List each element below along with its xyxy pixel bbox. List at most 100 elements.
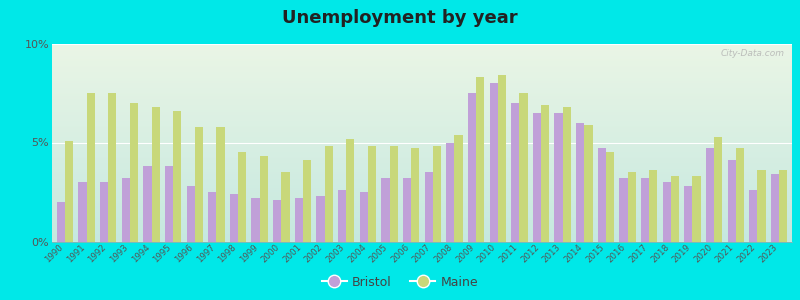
Bar xyxy=(52,48,792,50)
Bar xyxy=(52,69,792,70)
Bar xyxy=(476,77,484,242)
Bar xyxy=(52,190,792,191)
Bar xyxy=(52,213,792,214)
Bar xyxy=(52,124,792,125)
Bar xyxy=(52,97,792,98)
Bar xyxy=(52,93,792,94)
Bar xyxy=(52,44,792,46)
Bar xyxy=(562,107,571,242)
Bar xyxy=(65,140,74,242)
Bar xyxy=(52,118,792,119)
Bar xyxy=(52,109,792,110)
Bar xyxy=(52,207,792,208)
Bar xyxy=(52,117,792,118)
Bar xyxy=(52,152,792,153)
Bar xyxy=(368,146,376,242)
Bar xyxy=(52,127,792,128)
Bar xyxy=(770,174,779,242)
Bar xyxy=(52,208,792,209)
Bar xyxy=(52,165,792,166)
Bar xyxy=(52,85,792,86)
Bar xyxy=(52,236,792,238)
Bar xyxy=(52,79,792,80)
Bar xyxy=(52,201,792,202)
Bar xyxy=(52,135,792,136)
Text: Unemployment by year: Unemployment by year xyxy=(282,9,518,27)
Bar xyxy=(727,160,736,242)
Bar xyxy=(52,51,792,52)
Bar xyxy=(52,205,792,206)
Bar xyxy=(52,179,792,180)
Bar xyxy=(52,171,792,172)
Bar xyxy=(52,211,792,212)
Bar xyxy=(52,185,792,186)
Bar xyxy=(52,230,792,231)
Bar xyxy=(52,157,792,158)
Bar xyxy=(52,225,792,226)
Bar xyxy=(52,108,792,109)
Bar xyxy=(749,190,758,242)
Bar xyxy=(52,101,792,102)
Bar xyxy=(52,66,792,67)
Bar xyxy=(52,122,792,123)
Bar xyxy=(52,121,792,122)
Bar xyxy=(576,123,584,242)
Bar xyxy=(641,178,649,242)
Bar xyxy=(52,143,792,145)
Bar xyxy=(554,113,562,242)
Bar xyxy=(52,81,792,82)
Bar xyxy=(541,105,550,242)
Bar xyxy=(52,172,792,173)
Bar xyxy=(52,174,792,175)
Bar xyxy=(52,102,792,103)
Bar xyxy=(425,172,433,242)
Bar xyxy=(52,227,792,228)
Bar xyxy=(52,74,792,75)
Bar xyxy=(52,228,792,229)
Bar xyxy=(584,125,593,242)
Bar xyxy=(52,136,792,137)
Bar xyxy=(52,187,792,188)
Bar xyxy=(52,72,792,73)
Bar xyxy=(52,145,792,146)
Bar xyxy=(52,192,792,193)
Bar xyxy=(52,73,792,74)
Bar xyxy=(779,170,787,242)
Bar xyxy=(52,234,792,235)
Bar xyxy=(52,181,792,182)
Bar xyxy=(52,126,792,127)
Bar xyxy=(52,98,792,99)
Bar xyxy=(627,172,636,242)
Bar xyxy=(706,148,714,242)
Bar xyxy=(52,148,792,149)
Bar xyxy=(100,182,108,242)
Bar xyxy=(122,178,130,242)
Bar xyxy=(52,212,792,213)
Bar xyxy=(52,129,792,130)
Bar xyxy=(403,178,411,242)
Bar xyxy=(52,206,792,207)
Bar xyxy=(52,103,792,104)
Bar xyxy=(758,170,766,242)
Bar xyxy=(52,239,792,241)
Bar xyxy=(52,194,792,195)
Bar xyxy=(52,182,792,183)
Bar xyxy=(52,170,792,171)
Bar xyxy=(52,217,792,218)
Bar xyxy=(52,197,792,198)
Bar xyxy=(52,221,792,222)
Bar xyxy=(260,156,268,242)
Bar xyxy=(52,123,792,124)
Bar xyxy=(52,77,792,78)
Bar xyxy=(251,198,260,242)
Bar xyxy=(52,71,792,72)
Bar xyxy=(52,188,792,189)
Bar xyxy=(52,82,792,83)
Bar xyxy=(52,94,792,95)
Bar xyxy=(52,186,792,187)
Bar xyxy=(52,161,792,162)
Bar xyxy=(52,83,792,84)
Bar xyxy=(52,162,792,163)
Bar xyxy=(52,78,792,79)
Bar xyxy=(454,135,462,242)
